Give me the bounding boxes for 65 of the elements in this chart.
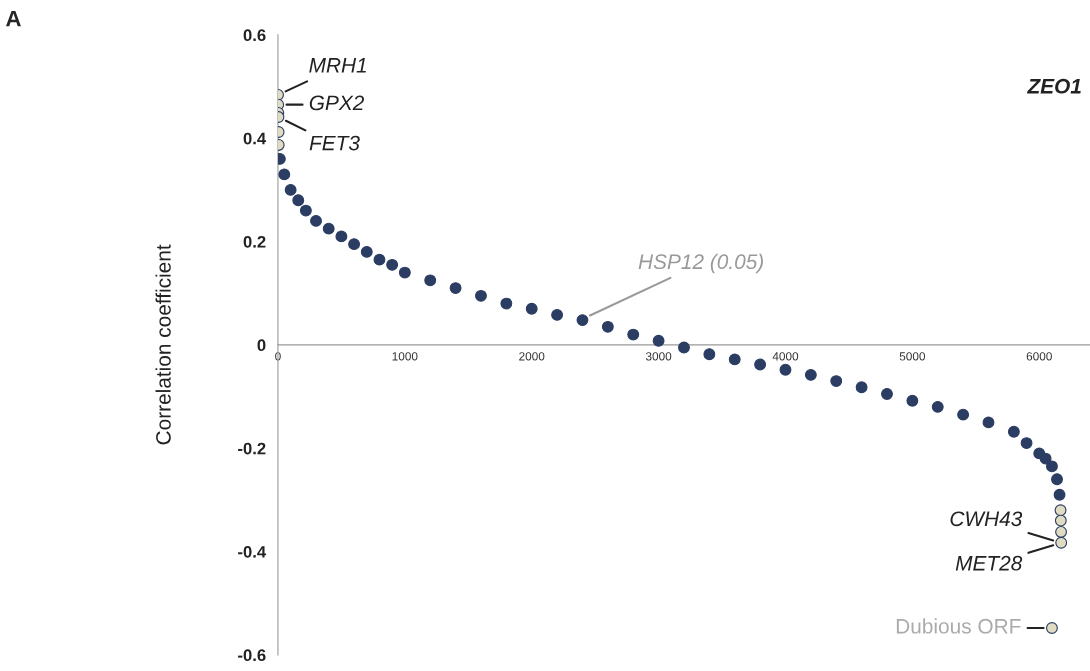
point <box>881 388 893 400</box>
y-axis-title: Correlation coefficient <box>155 244 171 445</box>
annotation: HSP12 (0.05) <box>638 253 763 274</box>
point <box>1051 473 1063 486</box>
y-tick-label: 0 <box>257 339 266 352</box>
point <box>1020 437 1033 449</box>
point <box>551 308 564 321</box>
y-tick-label: -0.4 <box>238 545 267 558</box>
point <box>1046 460 1058 473</box>
point <box>728 353 741 366</box>
point <box>957 408 970 421</box>
point <box>1053 488 1066 501</box>
point <box>779 363 792 376</box>
point <box>678 341 690 354</box>
point <box>360 245 373 258</box>
point <box>982 416 995 429</box>
annotation: CWH43 <box>950 511 1023 527</box>
point <box>1039 452 1052 465</box>
point <box>386 258 399 271</box>
point <box>335 230 348 243</box>
point <box>284 183 297 196</box>
x-tick-label: 3000 <box>645 352 672 361</box>
point <box>292 194 305 207</box>
point <box>703 348 716 361</box>
point <box>475 289 487 302</box>
point <box>500 297 513 310</box>
point <box>576 314 589 327</box>
point <box>424 274 437 287</box>
text: A <box>6 10 21 27</box>
point <box>652 334 665 347</box>
text: ZEO1 <box>1026 78 1081 94</box>
x-tick-label: 6000 <box>1026 352 1052 361</box>
point <box>906 394 919 407</box>
y-tick-label: 0.6 <box>243 29 266 42</box>
annotation: FET3 <box>309 135 360 151</box>
annotation: MET28 <box>955 555 1023 571</box>
point <box>754 358 767 371</box>
point <box>449 282 462 294</box>
point <box>299 204 312 217</box>
x-tick-label: 5000 <box>899 352 926 361</box>
annotation: MRH1 <box>309 58 366 73</box>
point <box>310 214 322 227</box>
point <box>1007 425 1020 438</box>
point <box>830 375 843 387</box>
point <box>804 368 817 381</box>
point <box>525 302 538 315</box>
point <box>931 400 944 413</box>
point <box>373 253 386 266</box>
y-tick-label: 0.2 <box>243 235 266 248</box>
x-tick-label: 4000 <box>772 352 799 361</box>
y-tick-label: -0.6 <box>238 649 266 662</box>
point <box>855 381 868 394</box>
annotation: GPX2 <box>309 95 365 111</box>
x-tick-label: 0 <box>275 352 281 361</box>
x-tick-label: 1000 <box>392 352 418 361</box>
point <box>398 266 411 279</box>
x-tick-label: 2000 <box>519 352 545 361</box>
point <box>348 238 361 251</box>
y-tick-label: -0.2 <box>238 442 266 455</box>
annotation: Dubious ORF <box>896 618 1021 634</box>
point <box>322 222 335 235</box>
point <box>278 168 291 181</box>
point <box>601 320 614 333</box>
point <box>627 328 640 341</box>
y-tick-label: 0.4 <box>243 132 267 145</box>
